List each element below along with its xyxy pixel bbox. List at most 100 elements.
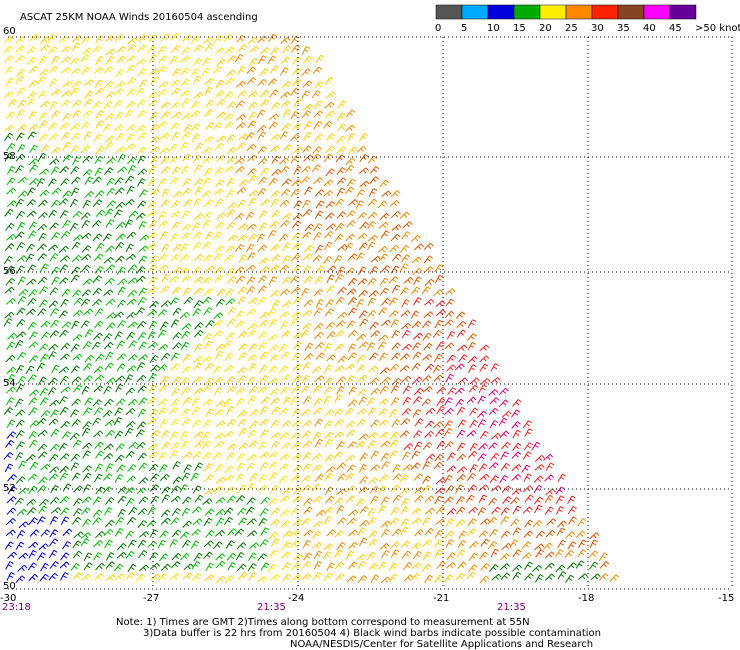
wind-barb [554,549,564,558]
wind-barb [105,48,116,56]
wind-barb [348,146,358,155]
wind-barb [59,561,70,569]
wind-barb [49,78,58,88]
wind-barb [302,440,313,448]
wind-barb [499,399,509,408]
wind-barb [546,518,557,526]
wind-barb [423,311,434,319]
wind-barb [214,440,225,449]
wind-barb [512,564,523,572]
wind-barb [114,474,124,483]
wind-barb [279,408,289,416]
wind-barb [313,561,323,570]
wind-barb [467,333,477,341]
wind-barb [50,428,60,438]
wind-barb [135,307,146,316]
wind-barb [4,243,15,252]
wind-barb [260,396,271,405]
wind-barb [378,561,387,571]
wind-barb [345,454,356,462]
wind-barb [180,254,190,263]
wind-barb [28,124,39,131]
wind-barb [346,485,356,493]
wind-barb [521,552,532,560]
wind-barb [248,440,259,448]
wind-barb [323,364,333,373]
wind-barb [172,307,182,316]
wind-barb [113,209,123,218]
wind-barb [280,520,291,528]
wind-barb [435,477,446,485]
wind-barb [246,252,256,261]
wind-barb [323,121,333,129]
wind-barb [190,35,201,44]
wind-barb [270,518,280,527]
wind-barb [411,542,422,550]
wind-barb [150,136,161,144]
wind-barb [302,452,312,461]
wind-barb [204,377,214,386]
wind-barb [401,343,412,351]
wind-barb [268,276,278,285]
wind-barb [49,516,59,525]
wind-barb [381,190,392,198]
wind-barb [94,441,104,450]
wind-barb [323,572,333,581]
wind-barb [446,330,456,340]
wind-barb [60,507,70,516]
wind-barb [367,198,378,207]
wind-barb [378,334,389,342]
wind-barb [293,166,303,175]
wind-barb [359,132,369,142]
wind-barb [379,542,390,550]
wind-barb [157,329,167,338]
wind-barb [302,199,311,209]
wind-barb [194,322,204,330]
wind-barb [379,431,390,439]
wind-barb [411,562,422,570]
wind-barb [235,495,246,503]
wind-barb [401,231,411,240]
wind-barb [70,409,79,418]
wind-barb [94,374,105,382]
wind-barb [424,363,435,372]
wind-barb [381,460,390,470]
wind-barb [115,241,125,250]
wind-barb [125,450,135,459]
wind-barb [39,68,49,77]
wind-barb [245,211,255,221]
wind-barb [237,419,247,427]
wind-barb [183,199,193,207]
wind-barb [226,495,237,504]
wind-barb [49,330,60,338]
wind-barb [214,432,225,440]
wind-barb [71,80,82,88]
wind-barb [80,121,91,130]
wind-barb [95,110,105,119]
wind-barb [71,516,82,525]
wind-barb [403,561,413,571]
wind-barb [49,101,58,110]
wind-barb [49,497,60,505]
wind-barb [59,453,70,461]
wind-barb [127,563,137,572]
wind-barb [443,420,453,429]
wind-barb [37,308,47,317]
wind-barb [58,366,70,374]
wind-barb [478,384,487,393]
wind-barb [234,528,245,537]
wind-barb [114,177,124,186]
wind-barb [269,574,281,581]
pass-times: 23:18 21:35 21:35 [2,602,526,613]
wind-barb [237,223,248,231]
wind-barb [303,353,314,361]
wind-barb [214,90,225,98]
wind-barb [457,344,468,352]
legend-swatch [643,4,671,20]
wind-barb [282,108,291,118]
wind-barb [49,133,59,141]
wind-barb [48,300,59,308]
wind-barb [28,341,39,349]
wind-barb [367,221,377,230]
wind-barb [62,112,72,122]
